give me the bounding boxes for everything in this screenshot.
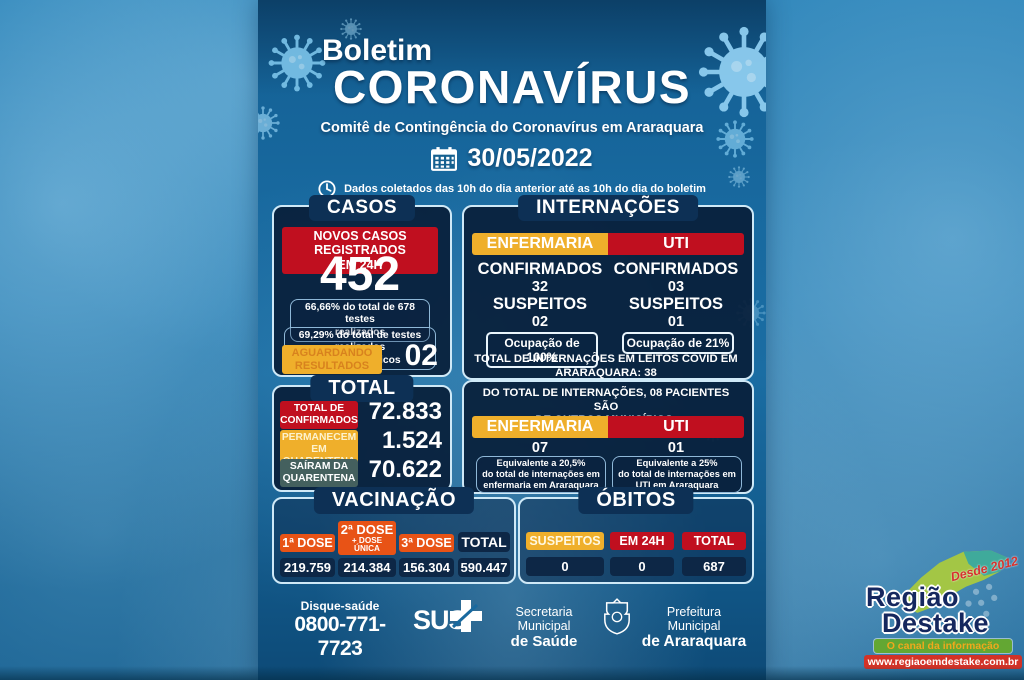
vacinas-total-value: 590.447 bbox=[458, 558, 510, 577]
obitos-total-value: 687 bbox=[682, 557, 746, 576]
awaiting-label: AGUARDANDO RESULTADOS bbox=[282, 345, 382, 375]
dose3-value: 156.304 bbox=[399, 558, 454, 577]
awaiting-value: 02 bbox=[404, 339, 438, 372]
secretaria-line1: Secretaria Municipal bbox=[515, 605, 573, 633]
obitos-total-label: TOTAL bbox=[682, 532, 746, 550]
total-row-label: TOTAL DE CONFIRMADOS bbox=[280, 401, 358, 429]
outros-enfermaria-value: 07 bbox=[531, 440, 549, 456]
prefeitura-crest-icon bbox=[604, 598, 630, 635]
obitos-24h-value: 0 bbox=[610, 557, 674, 576]
collection-note-row: Dados coletados das 10h do dia anterior … bbox=[258, 180, 766, 198]
enfermaria-confirmados-value: 32 bbox=[531, 279, 549, 295]
outros-uti-note: Equivalente a 25% do total de internaçõe… bbox=[612, 456, 742, 493]
dose2-label-main: 2ª DOSE bbox=[340, 522, 394, 537]
uti-suspeitos-value: 01 bbox=[667, 314, 685, 330]
obitos-suspeitos-label: SUSPEITOS bbox=[526, 532, 604, 550]
suspeitos-label: SUSPEITOS bbox=[492, 295, 588, 313]
collection-note: Dados coletados das 10h do dia anterior … bbox=[344, 183, 706, 195]
dose1-value: 219.759 bbox=[280, 558, 335, 577]
prefeitura-araraquara: Prefeitura Municipal de Araraquara bbox=[640, 605, 748, 651]
internacoes-title: INTERNAÇÕES bbox=[518, 195, 698, 221]
disque-saude: Disque-saúde 0800-771-7723 bbox=[276, 599, 404, 661]
total-row-label: SAÍRAM DA QUARENTENA bbox=[280, 459, 358, 487]
enfermaria-header: ENFERMARIA bbox=[472, 233, 608, 255]
enfermaria-header: ENFERMARIA bbox=[472, 416, 608, 438]
sus-cross-icon bbox=[450, 600, 482, 632]
outros-municipios-panel: DO TOTAL DE INTERNAÇÕES, 08 PACIENTES SÃ… bbox=[462, 380, 754, 494]
vacinacao-panel: VACINAÇÃO 1ª DOSE 2ª DOSE + DOSE ÚNICA 3… bbox=[272, 487, 516, 584]
enfermaria-ocupacao: Ocupação de 100% bbox=[486, 332, 598, 368]
bulletin-title-small: Boletim bbox=[322, 34, 433, 67]
leitos-covid-note: TOTAL DE INTERNAÇÕES EM LEITOS COVID EM … bbox=[474, 353, 738, 379]
uti-header: UTI bbox=[608, 233, 744, 255]
uti-header: UTI bbox=[608, 416, 744, 438]
obitos-suspeitos-value: 0 bbox=[526, 557, 604, 576]
total-row-value: 1.524 bbox=[381, 427, 442, 454]
vacinacao-title: VACINAÇÃO bbox=[313, 487, 475, 514]
phone-number: 0800-771-7723 bbox=[294, 613, 386, 660]
dose2-label-sub: + DOSE ÚNICA bbox=[351, 536, 383, 554]
suspeitos-label: SUSPEITOS bbox=[628, 295, 724, 313]
dose3-label: 3ª DOSE bbox=[399, 534, 454, 552]
prefeitura-line2: de Araraquara bbox=[641, 633, 747, 650]
sao-paulo-map-icon bbox=[902, 550, 1007, 617]
calendar-icon bbox=[431, 146, 458, 171]
bulletin-subtitle: Comitê de Contingência do Coronavírus em… bbox=[320, 120, 704, 136]
vacinas-total-label: TOTAL bbox=[458, 532, 510, 552]
date-row: 30/05/2022 bbox=[258, 144, 766, 173]
obitos-panel: ÓBITOS SUSPEITOS EM 24H TOTAL 0 0 687 bbox=[518, 487, 754, 584]
total-row-value: 70.622 bbox=[368, 456, 442, 483]
total-title: TOTAL bbox=[310, 375, 414, 402]
total-row-value: 72.833 bbox=[368, 398, 442, 425]
watermark-url: www.regiaoemdestake.com.br bbox=[864, 655, 1022, 669]
dose1-label: 1ª DOSE bbox=[280, 534, 335, 552]
confirmados-label: CONFIRMADOS bbox=[613, 260, 739, 278]
bulletin-poster: Boletim CORONAVÍRUS Comitê de Contingênc… bbox=[258, 0, 766, 680]
outros-enfermaria-note: Equivalente a 20,5% do total de internaç… bbox=[476, 456, 606, 493]
watermark-name-line1: Região bbox=[866, 582, 960, 612]
bulletin-date: 30/05/2022 bbox=[467, 144, 593, 172]
confirmados-label: CONFIRMADOS bbox=[477, 260, 603, 278]
secretaria-line2: de Saúde bbox=[510, 633, 578, 650]
new-cases-label: NOVOS CASOS REGISTRADOS EM 24H bbox=[282, 227, 438, 275]
outros-uti-value: 01 bbox=[667, 440, 685, 456]
casos-title: CASOS bbox=[308, 195, 416, 221]
new-cases-value: 452 bbox=[319, 248, 401, 301]
watermark-name-line2: Destake bbox=[882, 608, 990, 638]
internacoes-panel: INTERNAÇÕES ENFERMARIA UTI CONFIRMADOS C… bbox=[462, 195, 754, 380]
watermark-tagline: O canal da informação bbox=[874, 639, 1012, 653]
bulletin-title: CORONAVÍRUS bbox=[332, 61, 692, 113]
enfermaria-suspeitos-value: 02 bbox=[531, 314, 549, 330]
uti-confirmados-value: 03 bbox=[667, 279, 685, 295]
uti-ocupacao: Ocupação de 21% bbox=[622, 332, 734, 354]
tests-note: 66,66% do total de 678 testes realizados bbox=[290, 299, 430, 343]
obitos-title: ÓBITOS bbox=[578, 487, 694, 514]
obitos-24h-label: EM 24H bbox=[610, 532, 674, 550]
prefeitura-line1: Prefeitura Municipal bbox=[666, 605, 722, 633]
regiao-destake-watermark: Desde 2012 Região Destake O canal da inf… bbox=[858, 540, 1024, 680]
total-panel: TOTAL TOTAL DE CONFIRMADOS 72.833 PERMAN… bbox=[272, 375, 452, 492]
secretaria-saude: Secretaria Municipal de Saúde bbox=[488, 605, 600, 650]
casos-panel: CASOS NOVOS CASOS REGISTRADOS EM 24H 452… bbox=[272, 195, 452, 377]
dose2-value: 214.384 bbox=[338, 558, 396, 577]
phone-label: Disque-saúde bbox=[300, 599, 380, 613]
dose2-label: 2ª DOSE + DOSE ÚNICA bbox=[338, 521, 396, 556]
